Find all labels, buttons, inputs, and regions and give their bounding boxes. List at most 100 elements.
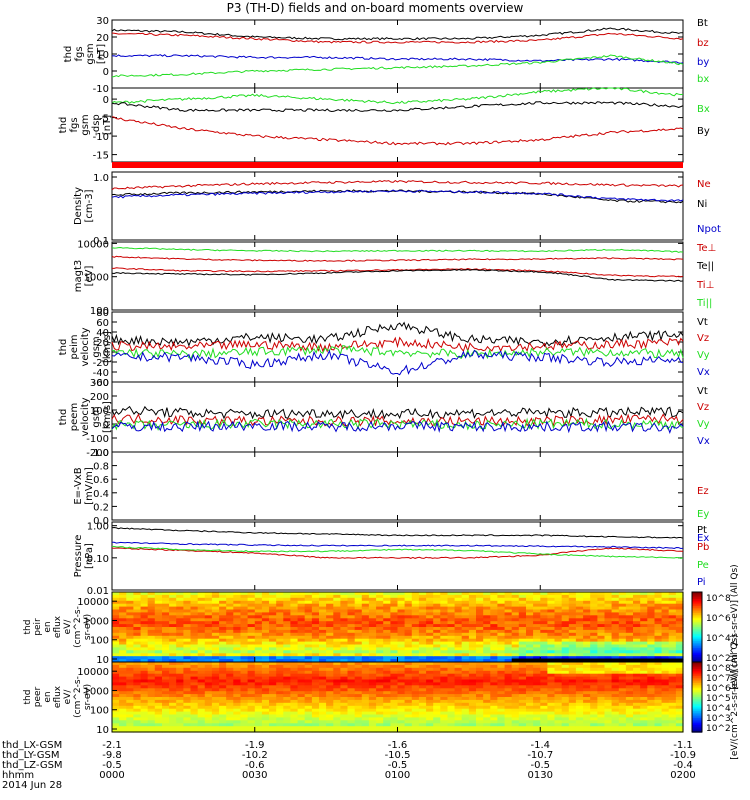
spectrogram-cell — [618, 694, 627, 698]
spectrogram-cell — [476, 673, 484, 678]
spectrogram-cell — [490, 644, 498, 648]
spectrogram-cell — [247, 594, 256, 599]
spectrogram-cell — [383, 632, 391, 637]
spectrogram-cell — [668, 685, 677, 689]
spectrogram-cell — [647, 624, 655, 628]
spectrogram-cell — [147, 609, 156, 613]
spectrogram-cell — [333, 691, 341, 695]
y-axis-label: gsm — [91, 336, 102, 357]
spectrogram-cell — [618, 705, 627, 710]
spectrogram-cell — [112, 592, 120, 596]
spectrogram-cell — [561, 606, 570, 611]
spectrogram-cell — [540, 597, 548, 602]
spectrogram-cell — [468, 641, 477, 646]
spectrogram-cell — [575, 688, 584, 692]
spectrogram-cell — [675, 729, 684, 733]
spectrogram-cell — [597, 670, 606, 675]
spectrogram-cell — [668, 726, 677, 730]
spectrogram-cell — [411, 603, 420, 608]
spectrogram-cell — [497, 644, 506, 648]
spectrogram-cell — [447, 702, 456, 707]
spectrogram-cell — [269, 676, 277, 681]
spectrogram-cell — [504, 691, 513, 695]
spectrogram-cell — [497, 726, 506, 730]
spectrogram-cell — [547, 609, 556, 613]
spectrogram-cell — [383, 729, 391, 733]
colorbar-tick-label: 10^2 — [706, 654, 731, 664]
spectrogram-cell — [661, 723, 670, 727]
spectrogram-cell — [276, 592, 284, 596]
y-axis-label: thd — [23, 690, 33, 705]
spectrogram-cell — [140, 597, 149, 602]
spectrogram-cell — [154, 624, 163, 628]
spectrogram-cell — [333, 629, 341, 634]
series-line-Pe — [111, 545, 684, 559]
spectrogram-cell — [347, 647, 356, 651]
spectrogram-cell — [204, 699, 213, 704]
spectrogram-cell — [476, 682, 484, 686]
spectrogram-cell — [119, 682, 127, 686]
spectrogram-cell — [311, 612, 320, 616]
spectrogram-cell — [361, 653, 370, 657]
spectrogram-cell — [276, 714, 284, 718]
spectrogram-cell — [540, 600, 548, 605]
spectrogram-cell — [162, 618, 170, 622]
colorbar-segment — [692, 700, 702, 703]
spectrogram-cell — [183, 667, 192, 672]
spectrogram-cell — [583, 618, 591, 622]
spectrogram-cell — [204, 679, 213, 683]
x-axis-row-label: thd_LX-GSM — [2, 740, 62, 751]
spectrogram-cell — [497, 656, 506, 660]
spectrogram-cell — [447, 650, 456, 654]
spectrogram-cell — [518, 676, 527, 681]
spectrogram-cell — [162, 676, 170, 681]
spectrogram-cell — [597, 664, 606, 669]
spectrogram-cell — [640, 711, 648, 716]
spectrogram-cell — [461, 627, 470, 631]
spectrogram-cell — [304, 592, 313, 596]
spectrogram-cell — [283, 624, 291, 628]
spectrogram-cell — [261, 597, 270, 602]
spectrogram-cell — [219, 612, 227, 616]
spectrogram-cell — [397, 691, 406, 695]
spectrogram-cell — [247, 682, 256, 686]
legend-Pi: Pi — [697, 577, 706, 588]
spectrogram-cell — [590, 647, 598, 651]
spectrogram-cell — [219, 670, 227, 675]
spectrogram-cell — [383, 685, 391, 689]
spectrogram-cell — [568, 653, 577, 657]
spectrogram-cell — [554, 664, 563, 669]
spectrogram-cell — [625, 708, 634, 713]
spectrogram-cell — [290, 679, 299, 683]
spectrogram-cell — [354, 682, 363, 686]
spectrogram-cell — [490, 667, 498, 672]
spectrogram-cell — [526, 720, 534, 724]
spectrogram-cell — [483, 720, 491, 724]
spectrogram-cell — [126, 676, 134, 681]
spectrogram-cell — [376, 691, 384, 695]
spectrogram-cell — [604, 653, 613, 657]
spectrogram-cell — [340, 676, 349, 681]
spectrogram-cell — [283, 699, 291, 704]
spectrogram-cell — [361, 702, 370, 707]
spectrogram-cell — [675, 632, 684, 637]
spectrogram-cell — [490, 702, 498, 707]
spectrogram-cell — [668, 632, 677, 637]
spectrogram-cell — [418, 624, 427, 628]
spectrogram-cell — [162, 679, 170, 683]
spectrogram-cell — [511, 600, 520, 605]
spectrogram-cell — [368, 632, 377, 637]
spectrogram-cell — [654, 705, 663, 710]
spectrogram-cell — [483, 627, 491, 631]
spectrogram-cell — [354, 612, 363, 616]
spectrogram-cell — [611, 685, 620, 689]
spectrogram-cell — [611, 594, 620, 599]
spectrogram-cell — [354, 635, 363, 640]
spectrogram-cell — [133, 676, 142, 681]
spectrogram-cell — [640, 638, 648, 643]
colorbar-frame — [691, 661, 703, 733]
spectrogram-cell — [583, 600, 591, 605]
spectrogram-cell — [640, 720, 648, 724]
spectrogram-cell — [418, 609, 427, 613]
